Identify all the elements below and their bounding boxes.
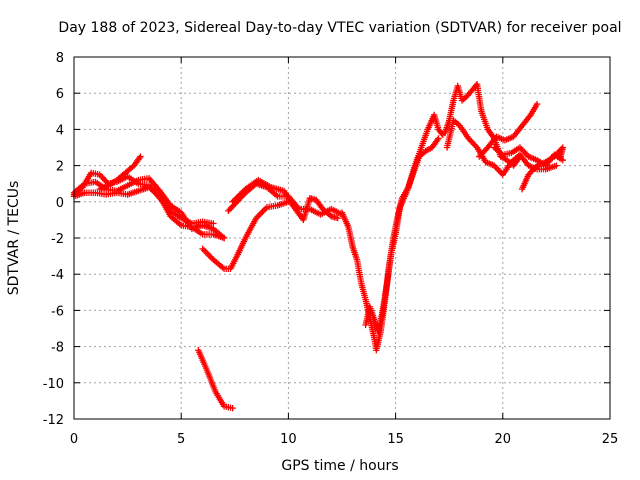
data-point xyxy=(260,207,268,214)
series-arc-8 xyxy=(229,176,341,224)
y-tick-label: -2 xyxy=(51,232,64,247)
data-point xyxy=(256,211,263,219)
series-arc-2 xyxy=(70,175,228,242)
data-point xyxy=(205,251,212,259)
y-tick-label: -8 xyxy=(51,341,64,356)
data-point xyxy=(229,404,236,412)
data-point xyxy=(229,198,236,205)
series-arc-1 xyxy=(70,169,217,227)
data-point xyxy=(553,162,560,169)
x-tick-label: 0 xyxy=(70,432,78,447)
series-arc-10 xyxy=(362,135,442,336)
data-point xyxy=(435,135,442,142)
grid xyxy=(74,57,610,419)
data-point xyxy=(257,210,265,217)
data-point xyxy=(230,197,238,204)
data-point xyxy=(498,150,505,157)
series-arc-5 xyxy=(199,198,292,272)
x-tick-label: 20 xyxy=(495,432,512,447)
data-point xyxy=(200,247,208,254)
x-tick-label: 10 xyxy=(280,432,297,447)
x-tick-label: 15 xyxy=(387,432,404,447)
data-point xyxy=(202,248,209,256)
series-arc-6 xyxy=(195,347,236,412)
x-tick-label: 25 xyxy=(602,432,619,447)
data-points xyxy=(70,80,567,412)
series-arc-3 xyxy=(70,184,228,242)
series-arc-12 xyxy=(443,117,560,178)
y-tick-label: 2 xyxy=(56,160,64,175)
data-point xyxy=(233,194,241,201)
data-point xyxy=(204,250,211,257)
data-point xyxy=(137,153,144,160)
y-tick-label: 4 xyxy=(56,123,64,138)
y-tick-label: -12 xyxy=(43,413,64,428)
series-arc-4 xyxy=(96,153,144,193)
data-point xyxy=(210,220,217,227)
chart-title: Day 188 of 2023, Sidereal Day-to-day VTE… xyxy=(58,20,621,36)
axis-ticks: -12 -10 -8 -6 -4 -2 0 2 4 6 8 0 5 10 15 20 25 xyxy=(43,51,619,447)
data-point xyxy=(238,190,245,197)
y-tick-label: -4 xyxy=(51,268,64,283)
data-point xyxy=(334,214,341,222)
series-arc-15 xyxy=(491,144,567,169)
data-point xyxy=(220,234,228,242)
data-point xyxy=(236,191,244,198)
data-point xyxy=(559,156,567,164)
data-point xyxy=(259,208,266,216)
y-tick-label: 8 xyxy=(56,51,64,66)
plot-frame xyxy=(73,56,611,420)
series-arc-13 xyxy=(476,100,541,160)
x-axis-label: GPS time / hours xyxy=(281,458,398,474)
data-point xyxy=(239,188,246,196)
data-point xyxy=(207,253,214,260)
y-tick-label: 6 xyxy=(56,87,64,102)
y-tick-label: -10 xyxy=(43,377,64,392)
data-point xyxy=(235,192,242,200)
x-tick-label: 5 xyxy=(177,432,185,447)
data-point xyxy=(232,195,239,203)
data-point xyxy=(533,100,541,108)
y-tick-label: -6 xyxy=(51,304,64,319)
y-axis-label: SDTVAR / TECUs xyxy=(6,181,22,296)
y-tick-label: 0 xyxy=(56,196,64,211)
data-point xyxy=(199,245,206,253)
